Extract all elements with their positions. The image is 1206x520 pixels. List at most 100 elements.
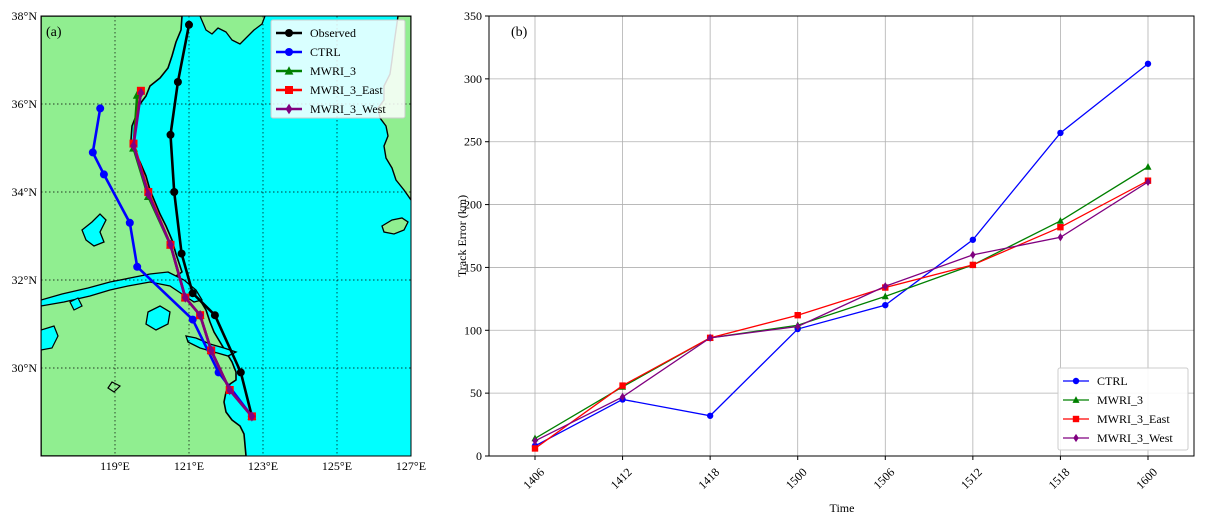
- error-series: [531, 60, 1152, 452]
- map-lon-tick-label: 123°E: [248, 459, 278, 473]
- chart-legend-entry: CTRL: [1063, 374, 1128, 388]
- legend-marker: [1072, 396, 1080, 403]
- data-point: [619, 382, 626, 389]
- map-legend-label: CTRL: [310, 45, 341, 59]
- legend-marker: [285, 48, 293, 56]
- x-tick-label: 1600: [1133, 465, 1160, 492]
- series-ctrl: [531, 60, 1152, 450]
- x-tick-label: 1418: [695, 465, 722, 492]
- track-point: [99, 170, 108, 179]
- map-tick-labels: 119°E 121°E 123°E 125°E 127°E 30°N 32°N 34°N 36°…: [12, 9, 427, 473]
- track-point: [210, 311, 219, 320]
- chart-legend-label: MWRI_3: [1097, 393, 1143, 407]
- map-legend-entry: MWRI_3_West: [276, 102, 386, 116]
- map-lat-tick-label: 38°N: [12, 9, 38, 23]
- panel-a-label: (a): [46, 25, 62, 40]
- data-point: [882, 301, 889, 309]
- track-point: [130, 140, 137, 151]
- map-legend-entry: MWRI_3: [276, 64, 356, 78]
- map-lat-tick-label: 34°N: [12, 185, 38, 199]
- track-map-panel: 119°E 121°E 123°E 125°E 127°E 30°N 32°N 34°N 36°…: [12, 9, 427, 473]
- track-point: [144, 189, 152, 200]
- map-frame: [40, 15, 412, 457]
- data-point: [1057, 233, 1064, 242]
- y-tick-label: 150: [464, 260, 482, 274]
- x-tick-label: 1412: [608, 465, 635, 492]
- data-point: [881, 292, 889, 300]
- y-tick-label: 0: [476, 449, 482, 463]
- y-tick-label: 300: [464, 72, 482, 86]
- track-observed: [166, 20, 256, 421]
- track-error-panel: 1406 1412 1418 1500 1506 1512 1518 1600 0 50 100 15…: [455, 9, 1195, 515]
- x-tick-label: 1506: [870, 465, 897, 492]
- data-point: [707, 333, 713, 342]
- chart-legend-label: MWRI_3_East: [1097, 412, 1170, 426]
- track-point: [173, 78, 182, 86]
- map-lon-tick-label: 127°E: [396, 459, 426, 473]
- map-legend: Observed CTRL MWRI_3 MWRI_3_East MWRI_3_West: [270, 19, 406, 119]
- track-mwri-3-west: [130, 87, 256, 422]
- y-tick-label: 350: [464, 9, 482, 23]
- y-tick-label: 250: [464, 135, 482, 149]
- map-legend-label: MWRI_3_West: [310, 102, 386, 116]
- data-point: [1144, 163, 1152, 170]
- x-tick-label: 1500: [783, 465, 810, 492]
- legend-marker: [285, 29, 293, 37]
- plot-frame: [488, 15, 1195, 457]
- map-legend-label: MWRI_3_East: [310, 83, 383, 97]
- map-lat-tick-label: 32°N: [12, 273, 38, 287]
- series-line: [534, 181, 1149, 442]
- track-point: [207, 345, 215, 356]
- map-legend-label: MWRI_3: [310, 64, 356, 78]
- inland-lake-west: [41, 325, 59, 351]
- map-lon-tick-label: 121°E: [174, 459, 204, 473]
- track-point: [248, 411, 256, 422]
- track-point: [133, 262, 142, 271]
- x-tick-label: 1518: [1046, 465, 1073, 492]
- liaodong-coast: [199, 16, 266, 45]
- y-tick-label: 200: [464, 198, 482, 212]
- chart-legend-entry: MWRI_3: [1063, 393, 1143, 407]
- chart-legend-label: MWRI_3_West: [1097, 431, 1173, 445]
- track-point: [88, 148, 97, 157]
- track-point: [96, 104, 105, 113]
- map-legend-entry: CTRL: [276, 45, 341, 59]
- data-point: [882, 282, 889, 291]
- track-point: [236, 368, 245, 377]
- data-point: [969, 261, 977, 269]
- track-point: [181, 292, 189, 303]
- chart-legend-box: [1057, 367, 1189, 451]
- y-axis-label: Track Error (km): [455, 195, 469, 277]
- chart-legend-entry: MWRI_3_West: [1063, 431, 1173, 445]
- chart-legend-label: CTRL: [1097, 374, 1128, 388]
- jeju-island: [381, 217, 409, 235]
- legend-marker: [1073, 433, 1079, 443]
- data-point: [706, 412, 714, 419]
- series-mwri-3-west: [532, 177, 1151, 446]
- tai-lake: [145, 305, 171, 331]
- track-point: [188, 315, 197, 324]
- track-point: [177, 249, 186, 258]
- track-point: [137, 87, 145, 99]
- series-line: [534, 63, 1149, 447]
- map-lat-tick-label: 36°N: [12, 97, 38, 111]
- track-point: [166, 130, 175, 139]
- map-legend-label: Observed: [310, 26, 356, 40]
- data-point: [969, 236, 977, 243]
- legend-marker: [285, 86, 293, 94]
- data-point: [1057, 224, 1064, 231]
- data-point: [1144, 60, 1152, 67]
- panel-b-label: (b): [511, 25, 528, 40]
- small-island: [107, 381, 122, 393]
- map-legend-entry: MWRI_3_East: [276, 83, 383, 97]
- x-tick-label: 1512: [958, 465, 985, 492]
- x-tick-label: 1406: [520, 465, 547, 492]
- map-legend-entry: Observed: [276, 26, 356, 40]
- data-point: [970, 250, 976, 260]
- legend-marker: [285, 103, 293, 115]
- legend-marker: [284, 66, 294, 75]
- inland-lake-small: [69, 297, 83, 311]
- data-point: [1056, 217, 1064, 224]
- legend-marker: [1072, 415, 1080, 423]
